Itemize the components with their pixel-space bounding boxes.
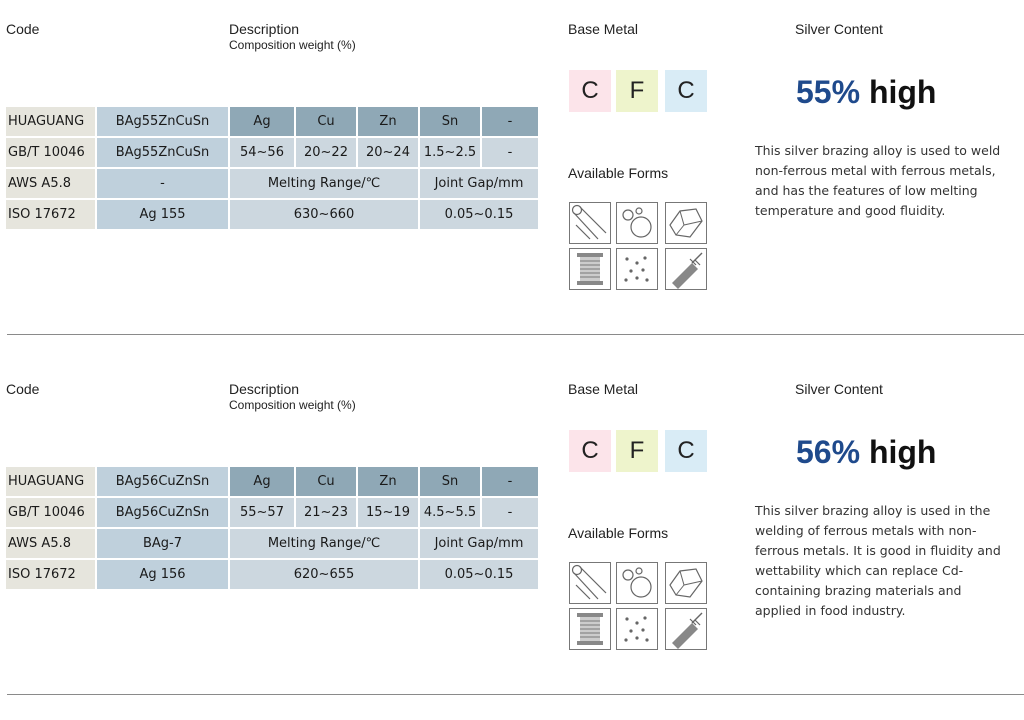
foil-icon bbox=[665, 202, 707, 244]
description-header: Description bbox=[229, 21, 300, 37]
base-metal-badge: C bbox=[665, 70, 707, 112]
silver-level: high bbox=[868, 74, 937, 110]
code-header: Code bbox=[6, 21, 40, 37]
powder-icon bbox=[616, 248, 658, 290]
rod-icon bbox=[569, 562, 611, 604]
element-header: - bbox=[482, 467, 540, 498]
composition-value: 20~22 bbox=[296, 138, 358, 169]
base-metal-badge: C bbox=[569, 430, 611, 472]
element-header: Zn bbox=[358, 467, 420, 498]
alloy-code: BAg55ZnCuSn bbox=[97, 107, 230, 138]
silver-percentage: 55% high bbox=[796, 74, 936, 111]
element-header: Cu bbox=[296, 467, 358, 498]
alloy-code: Ag 155 bbox=[97, 200, 230, 231]
table-row: ISO 17672 Ag 156 620~655 0.05~0.15 bbox=[6, 560, 540, 591]
silver-content-header: Silver Content bbox=[795, 21, 883, 37]
description-header: Description bbox=[229, 381, 300, 397]
section-divider bbox=[7, 694, 1024, 695]
element-header: Sn bbox=[420, 467, 482, 498]
table-row: GB/T 10046 BAg55ZnCuSn 54~56 20~22 20~24… bbox=[6, 138, 540, 169]
wire-spool-icon bbox=[569, 248, 611, 290]
composition-subheader: Composition weight (%) bbox=[229, 398, 356, 412]
silver-content-header: Silver Content bbox=[795, 381, 883, 397]
paste-syringe-icon bbox=[665, 608, 707, 650]
product-card: Code Description Composition weight (%) … bbox=[0, 360, 1024, 720]
base-metal-badge: C bbox=[569, 70, 611, 112]
section-divider bbox=[7, 334, 1024, 335]
base-metal-header: Base Metal bbox=[568, 381, 639, 397]
silver-percentage: 56% high bbox=[796, 434, 936, 471]
composition-value: - bbox=[482, 498, 540, 529]
element-header: Ag bbox=[230, 467, 296, 498]
joint-gap-value: 0.05~0.15 bbox=[420, 200, 540, 231]
table-row: AWS A5.8 BAg-7 Melting Range/℃ Joint Gap… bbox=[6, 529, 540, 560]
powder-icon bbox=[616, 608, 658, 650]
product-description: This silver brazing alloy is used to wel… bbox=[755, 143, 1001, 218]
melting-range-label: Melting Range/℃ bbox=[230, 529, 420, 560]
base-metal-badge: F bbox=[616, 430, 658, 472]
alloy-code: BAg55ZnCuSn bbox=[97, 138, 230, 169]
base-metal-badge: F bbox=[616, 70, 658, 112]
available-forms-label: Available Forms bbox=[568, 165, 669, 181]
element-header: Ag bbox=[230, 107, 296, 138]
joint-gap-value: 0.05~0.15 bbox=[420, 560, 540, 591]
composition-table: HUAGUANG BAg55ZnCuSn Ag Cu Zn Sn - GB/T … bbox=[6, 107, 540, 231]
melting-range-value: 630~660 bbox=[230, 200, 420, 231]
alloy-code: Ag 156 bbox=[97, 560, 230, 591]
melting-range-label: Melting Range/℃ bbox=[230, 169, 420, 200]
alloy-code: BAg-7 bbox=[97, 529, 230, 560]
table-row: AWS A5.8 - Melting Range/℃ Joint Gap/mm bbox=[6, 169, 540, 200]
standard-label: HUAGUANG bbox=[6, 467, 97, 498]
rod-icon bbox=[569, 202, 611, 244]
composition-value: 4.5~5.5 bbox=[420, 498, 482, 529]
table-row: GB/T 10046 BAg56CuZnSn 55~57 21~23 15~19… bbox=[6, 498, 540, 529]
composition-table: HUAGUANG BAg56CuZnSn Ag Cu Zn Sn - GB/T … bbox=[6, 467, 540, 591]
alloy-code: BAg56CuZnSn bbox=[97, 498, 230, 529]
table-row: HUAGUANG BAg56CuZnSn Ag Cu Zn Sn - bbox=[6, 467, 540, 498]
element-header: Sn bbox=[420, 107, 482, 138]
composition-value: 55~57 bbox=[230, 498, 296, 529]
ring-icon bbox=[616, 562, 658, 604]
standard-label: GB/T 10046 bbox=[6, 498, 97, 529]
table-row: HUAGUANG BAg55ZnCuSn Ag Cu Zn Sn - bbox=[6, 107, 540, 138]
code-header: Code bbox=[6, 381, 40, 397]
composition-value: 20~24 bbox=[358, 138, 420, 169]
base-metal-badge: C bbox=[665, 430, 707, 472]
wire-spool-icon bbox=[569, 608, 611, 650]
ring-icon bbox=[616, 202, 658, 244]
product-card: Code Description Composition weight (%) … bbox=[6, 21, 1001, 290]
composition-value: 1.5~2.5 bbox=[420, 138, 482, 169]
foil-icon bbox=[665, 562, 707, 604]
paste-syringe-icon bbox=[665, 248, 707, 290]
available-forms-label: Available Forms bbox=[568, 525, 669, 541]
base-metal-header: Base Metal bbox=[568, 21, 639, 37]
silver-level: high bbox=[868, 434, 937, 470]
joint-gap-label: Joint Gap/mm bbox=[420, 169, 540, 200]
alloy-code: BAg56CuZnSn bbox=[97, 467, 230, 498]
composition-value: 21~23 bbox=[296, 498, 358, 529]
element-header: - bbox=[482, 107, 540, 138]
alloy-code: - bbox=[97, 169, 230, 200]
table-row: ISO 17672 Ag 155 630~660 0.05~0.15 bbox=[6, 200, 540, 231]
composition-value: - bbox=[482, 138, 540, 169]
element-header: Cu bbox=[296, 107, 358, 138]
product-description: This silver brazing alloy is used in the… bbox=[755, 503, 1001, 618]
standard-label: ISO 17672 bbox=[6, 560, 97, 591]
standard-label: ISO 17672 bbox=[6, 200, 97, 231]
joint-gap-label: Joint Gap/mm bbox=[420, 529, 540, 560]
composition-value: 15~19 bbox=[358, 498, 420, 529]
standard-label: AWS A5.8 bbox=[6, 169, 97, 200]
silver-percent-value: 55% bbox=[796, 74, 861, 110]
composition-value: 54~56 bbox=[230, 138, 296, 169]
standard-label: HUAGUANG bbox=[6, 107, 97, 138]
standard-label: GB/T 10046 bbox=[6, 138, 97, 169]
melting-range-value: 620~655 bbox=[230, 560, 420, 591]
composition-subheader: Composition weight (%) bbox=[229, 38, 356, 52]
standard-label: AWS A5.8 bbox=[6, 529, 97, 560]
silver-percent-value: 56% bbox=[796, 434, 861, 470]
element-header: Zn bbox=[358, 107, 420, 138]
